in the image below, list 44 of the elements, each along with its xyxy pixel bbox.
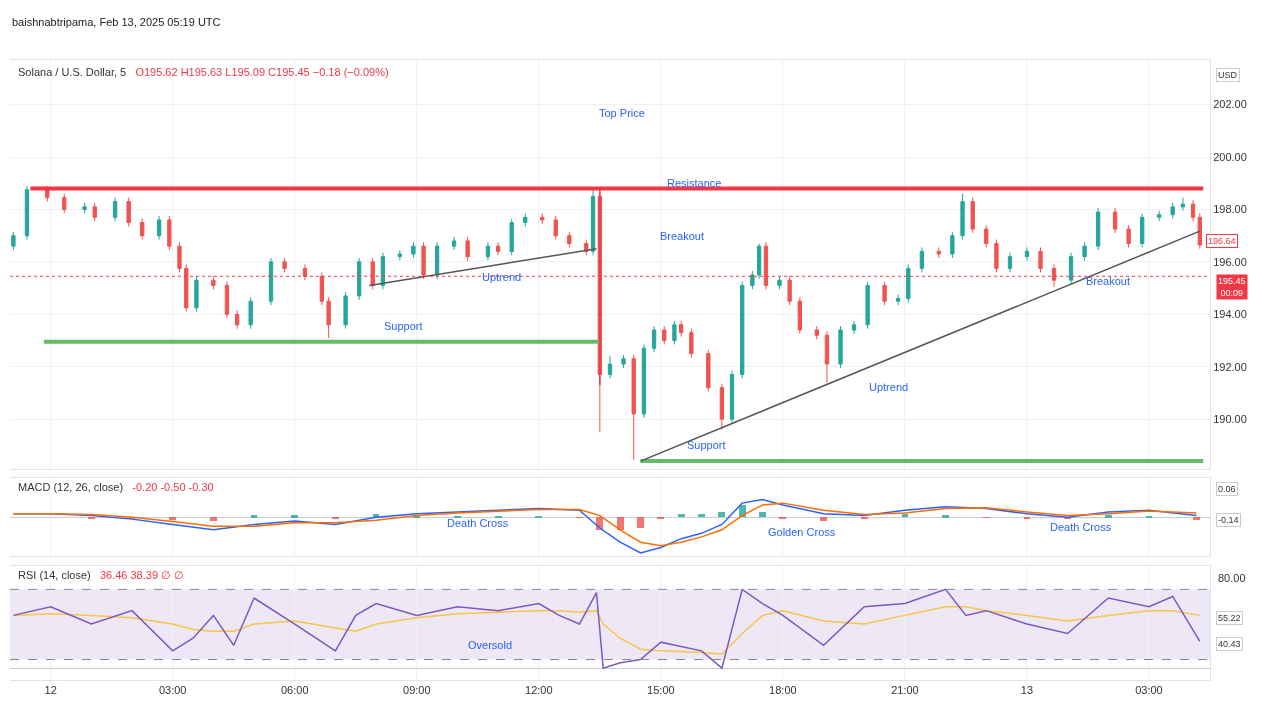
annotation: Uptrend [482, 271, 522, 283]
x-tick-label: 12 [44, 684, 57, 697]
annotation: 196.64 [1208, 236, 1236, 246]
annotation: Oversold [468, 639, 513, 651]
y-tick-label: 194.00 [1213, 308, 1247, 321]
x-tick-label: 09:00 [403, 684, 431, 697]
ref-line-label: 195.45 00:09 [1218, 276, 1246, 298]
x-tick-label: 06:00 [280, 684, 309, 697]
x-tick-label: 18:00 [769, 684, 797, 697]
x-tick-label: 12:00 [525, 684, 553, 697]
annotation: Breakout [1086, 275, 1131, 287]
x-tick-label: 15:00 [647, 684, 675, 697]
annotation: Death Cross [1050, 521, 1112, 533]
y-tick-label: 200.00 [1213, 150, 1247, 163]
y-tick-label: 190.00 [1213, 412, 1247, 425]
text: Solana / U.S. Dollar, 5 [18, 66, 127, 78]
annotation: Death Cross [447, 517, 509, 529]
y-tick-label: 196.00 [1213, 255, 1247, 268]
chart-title: RSI (14, close) [18, 569, 91, 581]
text: baishnabtripama, Feb 13, 2025 05:19 UTC [12, 16, 221, 28]
chart-subtitle: -0.20 -0.50 -0.30 [132, 481, 214, 493]
text: 0.06 [1218, 484, 1236, 494]
annotation: Top Price [599, 107, 645, 119]
annotation: Support [384, 320, 423, 332]
annotation: Uptrend [869, 381, 909, 393]
annotation: Golden Cross [768, 526, 836, 538]
text: -0.14 [1218, 515, 1239, 525]
text: O195.62 H195.63 L195.09 C195.45 −0.18 (−0.09%) [135, 66, 389, 78]
chart-subtitle: 36.46 38.39 ∅ ∅ [99, 569, 185, 581]
annotation: Resistance [667, 177, 722, 189]
annotation: Breakout [660, 230, 705, 242]
text: USD [1218, 70, 1238, 80]
text: 80.00 [1218, 572, 1246, 584]
chart-title: MACD (12, 26, close) [18, 481, 124, 493]
annotation: Support [687, 439, 726, 451]
y-tick-label: 198.00 [1213, 203, 1247, 216]
x-tick-label: 03:00 [158, 684, 187, 697]
x-tick-label: 21:00 [891, 684, 919, 697]
x-tick-label: 03:00 [1135, 684, 1163, 697]
y-tick-label: 192.00 [1213, 360, 1247, 373]
text: 55.22 [1218, 613, 1241, 623]
text: 40.43 [1218, 639, 1241, 649]
x-tick-label: 13 [1020, 684, 1034, 697]
y-tick-label: 202.00 [1213, 98, 1247, 111]
